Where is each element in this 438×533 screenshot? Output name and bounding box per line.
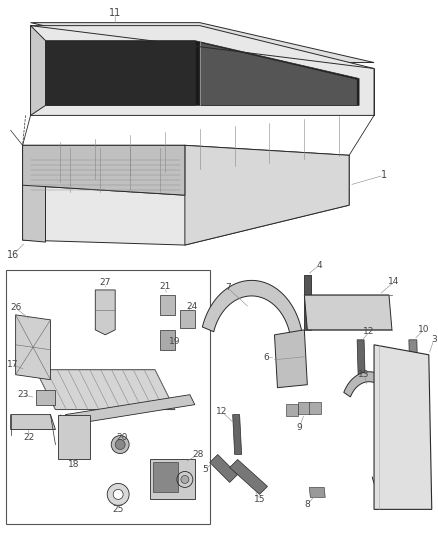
Ellipse shape: [412, 352, 416, 357]
Polygon shape: [374, 345, 432, 510]
Polygon shape: [23, 146, 185, 195]
Text: 12: 12: [364, 327, 375, 336]
Polygon shape: [309, 402, 321, 414]
Polygon shape: [58, 415, 90, 459]
Polygon shape: [202, 280, 303, 340]
Ellipse shape: [280, 367, 285, 372]
Polygon shape: [31, 22, 374, 62]
Ellipse shape: [115, 440, 125, 449]
Bar: [150, 459, 195, 499]
Text: 15: 15: [254, 495, 265, 504]
Ellipse shape: [113, 489, 123, 499]
Bar: [153, 463, 178, 492]
Polygon shape: [275, 330, 307, 387]
Text: 12: 12: [216, 407, 227, 416]
Text: 21: 21: [159, 282, 171, 292]
Polygon shape: [185, 146, 349, 245]
Ellipse shape: [412, 397, 416, 402]
Ellipse shape: [376, 367, 380, 372]
Text: 28: 28: [192, 450, 204, 459]
Polygon shape: [409, 340, 419, 419]
Text: 9: 9: [297, 423, 302, 432]
Text: 4: 4: [317, 261, 322, 270]
Ellipse shape: [370, 375, 374, 379]
Bar: [6, 270, 210, 524]
Ellipse shape: [111, 435, 129, 454]
Ellipse shape: [376, 427, 380, 432]
Ellipse shape: [412, 382, 416, 387]
Polygon shape: [46, 41, 195, 106]
Ellipse shape: [88, 61, 142, 84]
Polygon shape: [11, 415, 56, 430]
Ellipse shape: [280, 352, 285, 357]
Text: 25: 25: [113, 505, 124, 514]
Text: 7: 7: [225, 284, 230, 293]
Polygon shape: [230, 459, 268, 495]
Text: 13: 13: [358, 370, 370, 379]
Text: 10: 10: [418, 325, 430, 334]
Polygon shape: [31, 26, 374, 116]
Polygon shape: [46, 41, 359, 106]
Polygon shape: [35, 390, 56, 405]
Text: 23: 23: [17, 390, 28, 399]
Text: 5: 5: [202, 465, 208, 474]
Ellipse shape: [376, 467, 380, 472]
Ellipse shape: [107, 483, 129, 505]
Polygon shape: [344, 372, 396, 401]
Text: 3: 3: [431, 335, 437, 344]
Ellipse shape: [376, 387, 380, 392]
Ellipse shape: [280, 379, 285, 384]
Polygon shape: [304, 275, 311, 330]
Text: 17: 17: [7, 360, 18, 369]
Polygon shape: [31, 26, 46, 116]
Polygon shape: [233, 415, 242, 455]
Ellipse shape: [381, 380, 385, 385]
Text: 26: 26: [10, 303, 21, 312]
Ellipse shape: [365, 307, 373, 317]
Text: 6: 6: [264, 353, 269, 362]
Polygon shape: [160, 330, 175, 350]
Ellipse shape: [376, 487, 380, 492]
Polygon shape: [23, 146, 349, 245]
Polygon shape: [304, 295, 392, 330]
Ellipse shape: [376, 447, 380, 452]
Polygon shape: [95, 290, 115, 335]
Ellipse shape: [75, 55, 155, 90]
Polygon shape: [357, 340, 365, 375]
Polygon shape: [23, 146, 46, 242]
Text: 19: 19: [169, 337, 180, 346]
Polygon shape: [286, 403, 298, 416]
Polygon shape: [65, 394, 195, 425]
Text: 16: 16: [7, 250, 19, 260]
Text: 20: 20: [117, 433, 128, 442]
Polygon shape: [200, 43, 357, 106]
Text: 11: 11: [109, 7, 121, 18]
Text: 22: 22: [23, 433, 34, 442]
Text: 8: 8: [304, 500, 310, 509]
Ellipse shape: [315, 307, 323, 317]
Polygon shape: [180, 310, 195, 328]
Ellipse shape: [340, 307, 348, 317]
Polygon shape: [309, 487, 325, 497]
Ellipse shape: [412, 367, 416, 372]
Polygon shape: [16, 315, 50, 379]
Text: 18: 18: [67, 460, 79, 469]
Ellipse shape: [280, 337, 285, 342]
Polygon shape: [35, 370, 175, 410]
Text: 24: 24: [186, 302, 198, 311]
Ellipse shape: [181, 475, 189, 483]
Text: 1: 1: [381, 170, 387, 180]
Polygon shape: [210, 455, 238, 482]
Polygon shape: [160, 295, 175, 315]
Text: 27: 27: [99, 278, 111, 287]
Polygon shape: [298, 402, 310, 414]
Text: 14: 14: [388, 278, 399, 286]
Ellipse shape: [376, 407, 380, 412]
Polygon shape: [23, 146, 349, 195]
Ellipse shape: [358, 376, 363, 382]
